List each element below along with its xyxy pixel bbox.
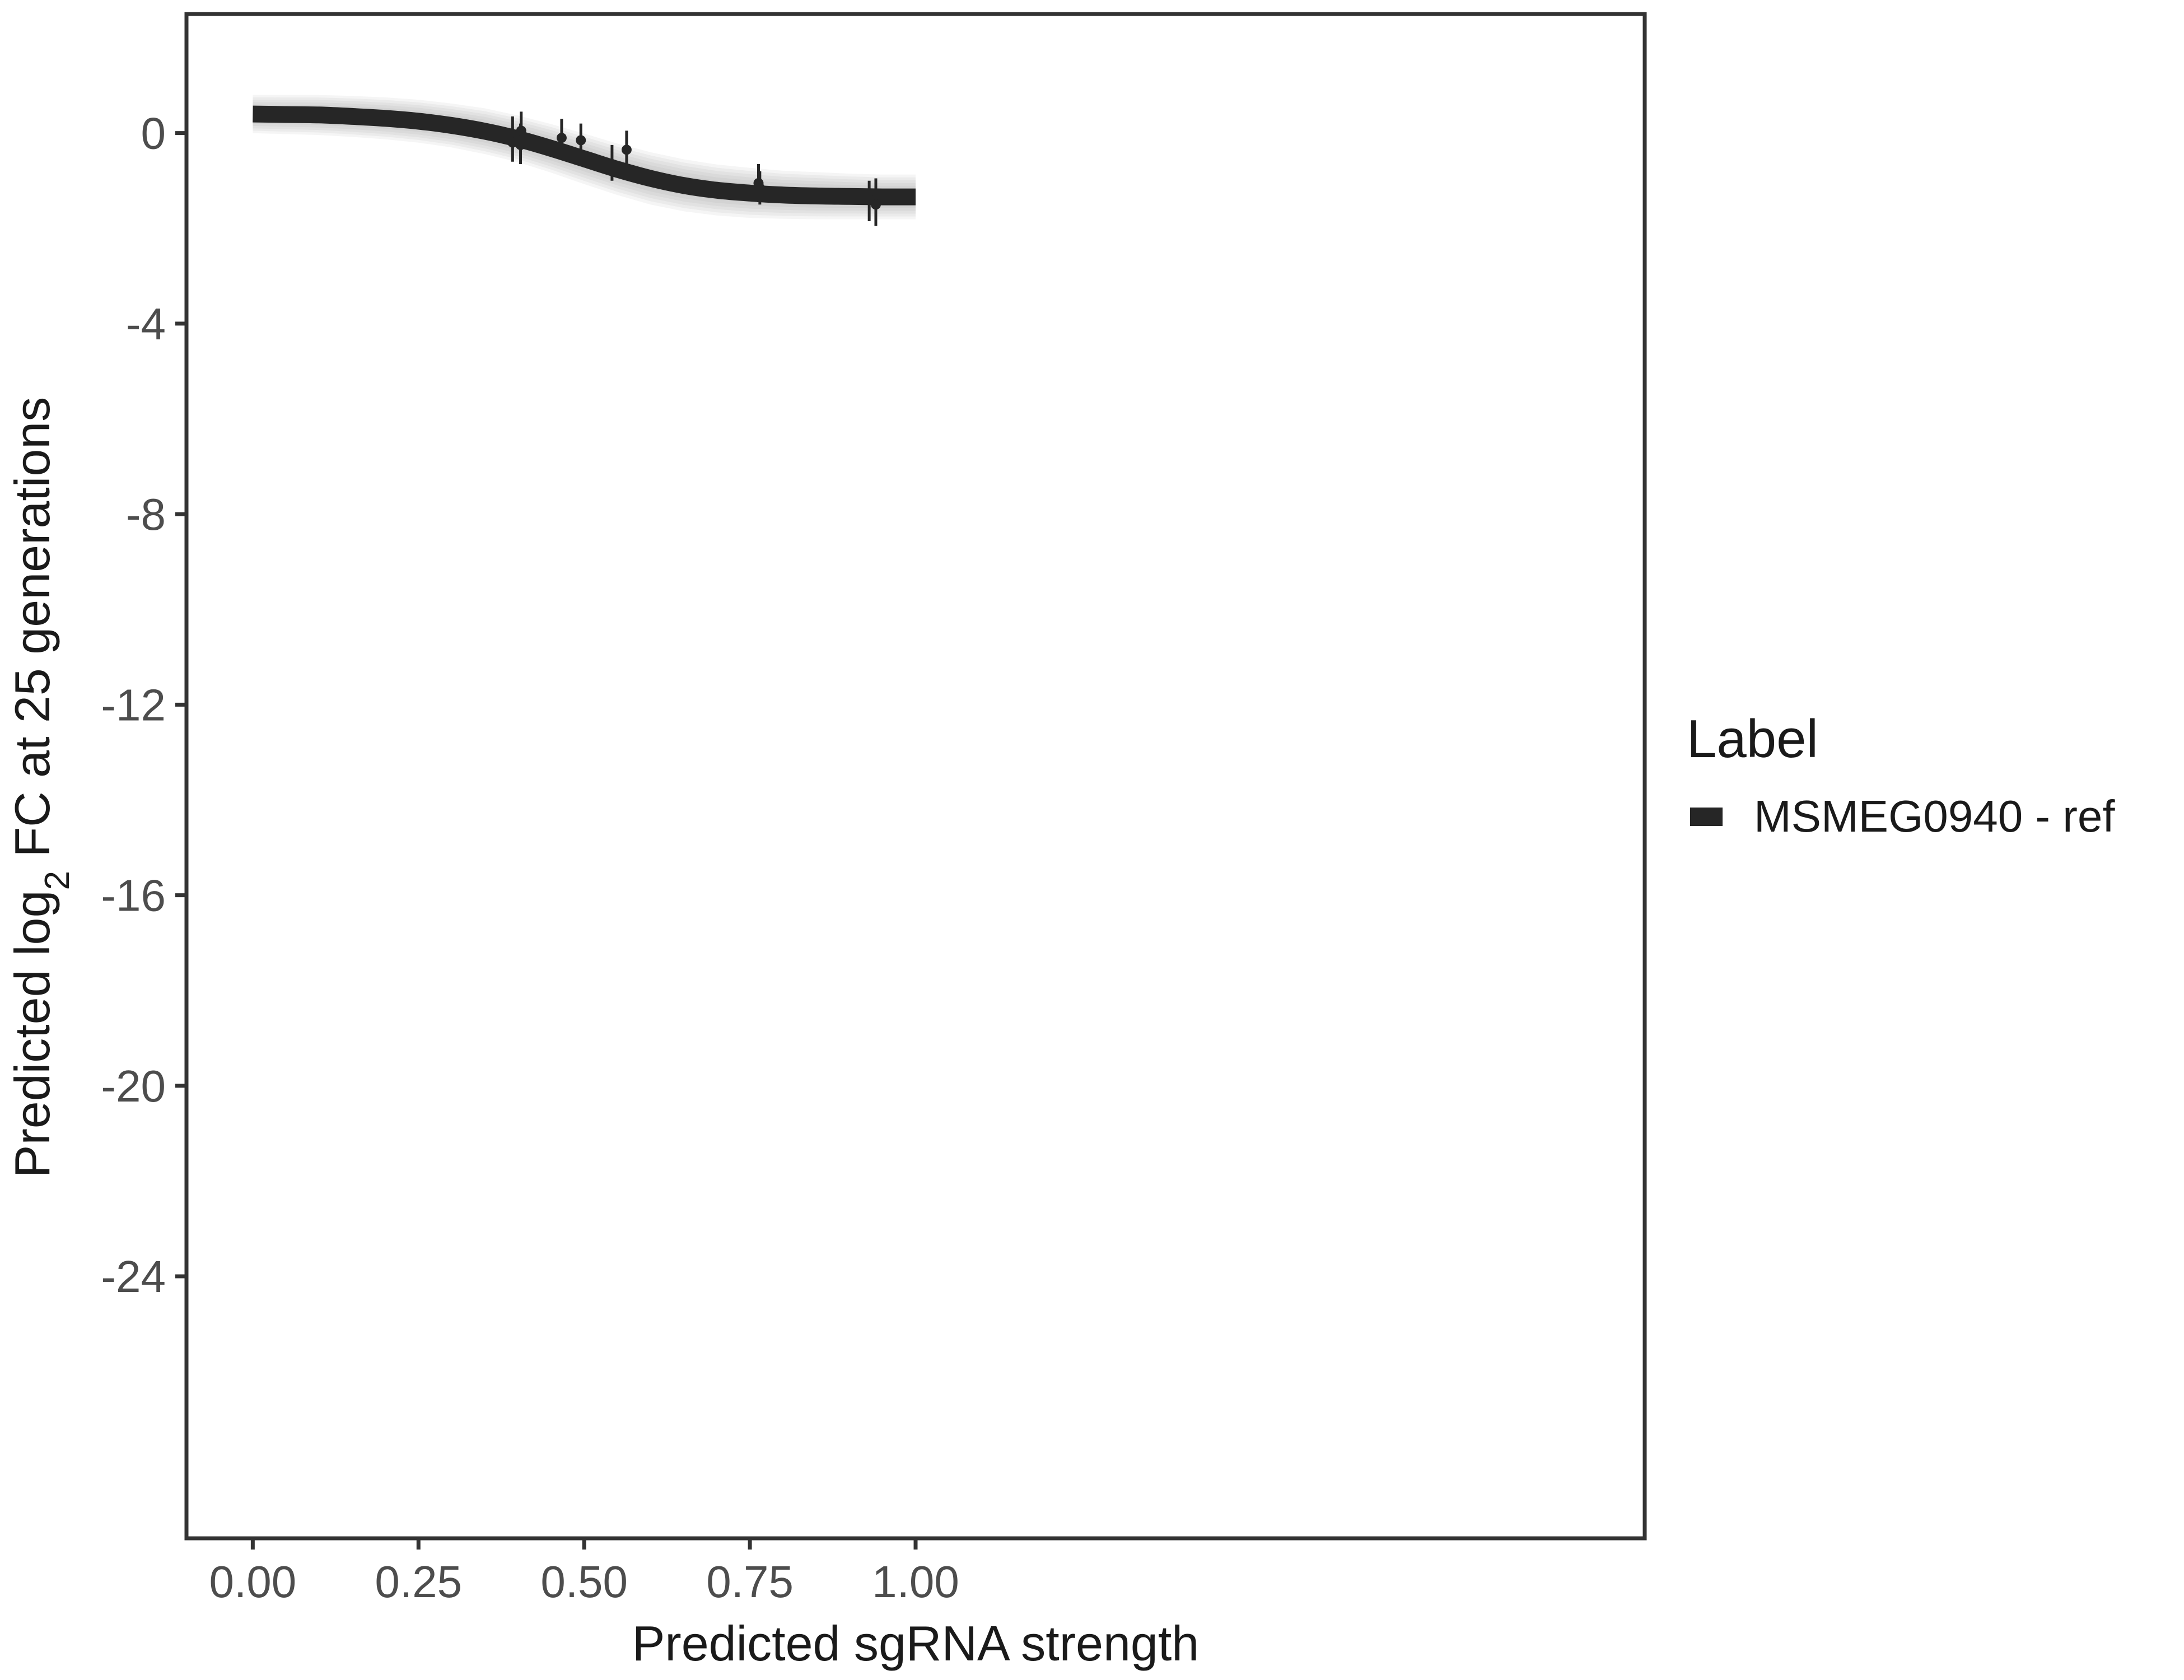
data-point — [556, 133, 567, 143]
x-tick-label: 0.50 — [540, 1557, 628, 1607]
y-tick-label: -8 — [126, 489, 166, 539]
data-point-group — [507, 116, 518, 162]
plot-panel-border — [184, 12, 1647, 1541]
data-point-group — [754, 171, 765, 205]
y-axis: 0 -4 -8 -12 -16 -20 -24 — [101, 109, 186, 1301]
data-point — [621, 144, 632, 155]
legend: Label MSMEG0940 - ref — [1687, 709, 2115, 841]
data-point-group — [516, 111, 526, 150]
y-axis-title: Predicted log2 FC at 25 generations — [4, 397, 77, 1178]
y-tick-label: -24 — [101, 1252, 166, 1301]
x-axis-title: Predicted sgRNA strength — [632, 1616, 1200, 1671]
data-point — [870, 199, 881, 210]
data-point-group — [576, 123, 586, 155]
y-axis-title-prefix: Predicted log — [4, 890, 60, 1178]
data-point — [516, 125, 526, 136]
x-tick-label: 0.75 — [706, 1557, 794, 1607]
fit-curve-layer — [253, 105, 916, 206]
x-tick-label: 0.25 — [375, 1557, 462, 1607]
x-tick-label: 0.00 — [209, 1557, 297, 1607]
data-point-group — [606, 144, 617, 181]
data-point-group — [621, 130, 632, 164]
data-point — [754, 183, 765, 193]
legend-key-swatch — [1690, 808, 1723, 826]
y-axis-title-subscript: 2 — [38, 871, 77, 890]
legend-entry-label: MSMEG0940 - ref — [1754, 791, 2115, 841]
fit-curve-line — [253, 105, 916, 206]
y-tick-label: -16 — [101, 871, 166, 921]
legend-title: Label — [1687, 709, 1818, 769]
y-tick-label: -12 — [101, 680, 166, 730]
y-axis-title-suffix: FC at 25 generations — [4, 397, 60, 871]
data-point-group — [870, 178, 881, 226]
data-point — [606, 158, 617, 169]
y-tick-label: -4 — [126, 299, 166, 349]
data-point — [507, 137, 518, 148]
data-point — [576, 135, 586, 146]
x-axis: 0.00 0.25 0.50 0.75 1.00 — [209, 1538, 959, 1607]
data-point-group — [556, 119, 567, 152]
y-tick-label: -20 — [101, 1061, 166, 1111]
observed-points-layer — [507, 111, 881, 226]
x-tick-label: 1.00 — [872, 1557, 959, 1607]
y-tick-label: 0 — [141, 109, 166, 158]
